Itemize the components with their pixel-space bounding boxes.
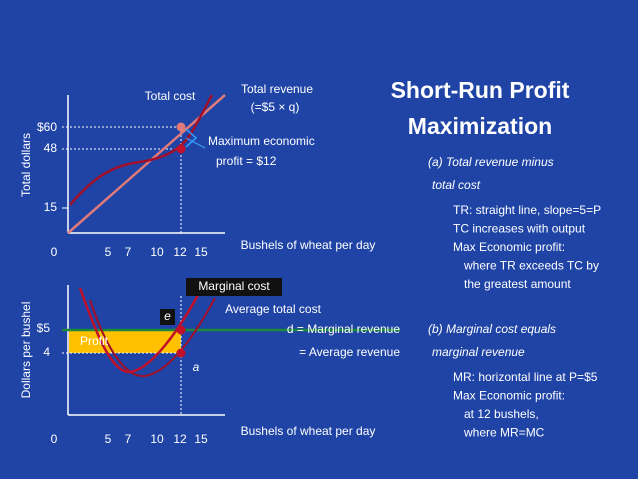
tick-label: 10 bbox=[150, 432, 164, 446]
tick-label: 15 bbox=[194, 245, 208, 259]
tick-label: $5 bbox=[37, 321, 51, 335]
point bbox=[176, 144, 186, 154]
top-graph: Total dollars $60 48 15 0 5 7 10 12 15 Bushe… bbox=[19, 82, 375, 259]
note-heading: (a) Total revenue minus bbox=[428, 155, 554, 169]
note-line: TR: straight line, slope=5=P bbox=[453, 203, 601, 217]
atc-curve bbox=[89, 297, 216, 378]
label-box bbox=[186, 278, 282, 296]
label: (=$5 × q) bbox=[251, 100, 300, 114]
label: Average total cost bbox=[225, 302, 322, 316]
tick-label: 48 bbox=[44, 141, 58, 155]
label: Total cost bbox=[145, 89, 196, 103]
point bbox=[176, 122, 186, 132]
tick-label: 12 bbox=[173, 245, 187, 259]
note-line: where MR=MC bbox=[463, 426, 545, 440]
note-heading: marginal revenue bbox=[432, 345, 525, 359]
tick-label: 7 bbox=[125, 432, 132, 446]
label: profit = $12 bbox=[216, 154, 277, 168]
tick-label: $60 bbox=[37, 120, 57, 134]
x-label: Bushels of wheat per day bbox=[241, 238, 376, 252]
title: Short-Run Profit bbox=[391, 77, 570, 103]
pointer bbox=[185, 137, 206, 149]
label: e bbox=[164, 309, 171, 323]
title: Maximization bbox=[408, 113, 552, 139]
tick-label: 7 bbox=[125, 245, 132, 259]
tick-label: 5 bbox=[105, 245, 112, 259]
y-label: Dollars per bushel bbox=[19, 302, 33, 399]
origin: 0 bbox=[51, 432, 58, 446]
point bbox=[176, 348, 186, 358]
point bbox=[176, 325, 186, 335]
tick-label: 5 bbox=[105, 432, 112, 446]
x-label: Bushels of wheat per day bbox=[241, 424, 376, 438]
note-line: where TR exceeds TC by bbox=[463, 259, 599, 273]
tick-label: 10 bbox=[150, 245, 164, 259]
note-line: Max Economic profit: bbox=[453, 389, 565, 403]
label: Maximum economic bbox=[208, 134, 315, 148]
label: = Average revenue bbox=[299, 345, 400, 359]
tick-label: 4 bbox=[43, 345, 50, 359]
bottom-graph: Marginal cost e Average total cost Profi… bbox=[19, 278, 400, 446]
label: Marginal cost bbox=[198, 279, 270, 293]
label: d = Marginal revenue bbox=[287, 322, 400, 336]
note-heading: (b) Marginal cost equals bbox=[428, 322, 556, 336]
note-line: MR: horizontal line at P=$5 bbox=[453, 370, 598, 384]
tick-label: 12 bbox=[173, 432, 187, 446]
label: Profit bbox=[80, 334, 109, 348]
note-line: TC increases with output bbox=[453, 222, 586, 236]
total-cost-curve bbox=[69, 94, 214, 206]
y-label: Total dollars bbox=[19, 133, 33, 197]
profit-area bbox=[69, 330, 181, 353]
origin: 0 bbox=[51, 245, 58, 259]
note-line: the greatest amount bbox=[464, 277, 571, 291]
note-heading: total cost bbox=[432, 178, 481, 192]
notes: (a) Total revenue minus total cost TR: str… bbox=[428, 155, 601, 440]
tick-label: 15 bbox=[194, 432, 208, 446]
label-box bbox=[160, 309, 175, 325]
label: a bbox=[193, 360, 200, 374]
mc-curve bbox=[78, 281, 207, 374]
bracket bbox=[185, 128, 198, 148]
note-line: at 12 bushels, bbox=[464, 407, 539, 421]
label: Total revenue bbox=[241, 82, 313, 96]
note-line: Max Economic profit: bbox=[453, 240, 565, 254]
tick-label: 15 bbox=[44, 200, 58, 214]
